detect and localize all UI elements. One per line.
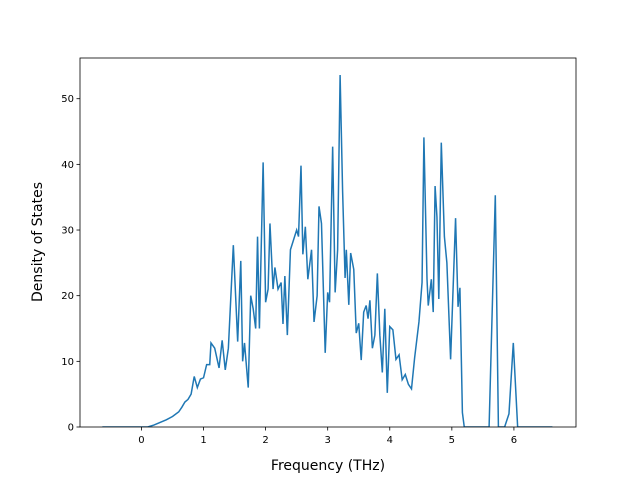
x-tick-label: 2 xyxy=(262,435,268,446)
y-tick-label: 30 xyxy=(61,226,74,237)
y-tick-label: 0 xyxy=(68,423,74,434)
y-tick-label: 40 xyxy=(61,160,74,171)
x-tick-label: 3 xyxy=(325,435,331,446)
x-tick-label: 4 xyxy=(387,435,393,446)
x-axis-label: Frequency (THz) xyxy=(271,458,385,474)
x-tick-label: 5 xyxy=(449,435,455,446)
y-tick-label: 50 xyxy=(61,94,74,105)
plot-frame xyxy=(79,57,577,428)
x-tick-label: 1 xyxy=(200,435,206,446)
x-tick-label: 0 xyxy=(138,435,144,446)
y-axis-label: Density of States xyxy=(30,182,46,302)
y-tick-label: 10 xyxy=(61,357,74,368)
x-tick-label: 6 xyxy=(511,435,517,446)
data-line xyxy=(102,75,553,427)
y-tick-label: 20 xyxy=(61,291,74,302)
